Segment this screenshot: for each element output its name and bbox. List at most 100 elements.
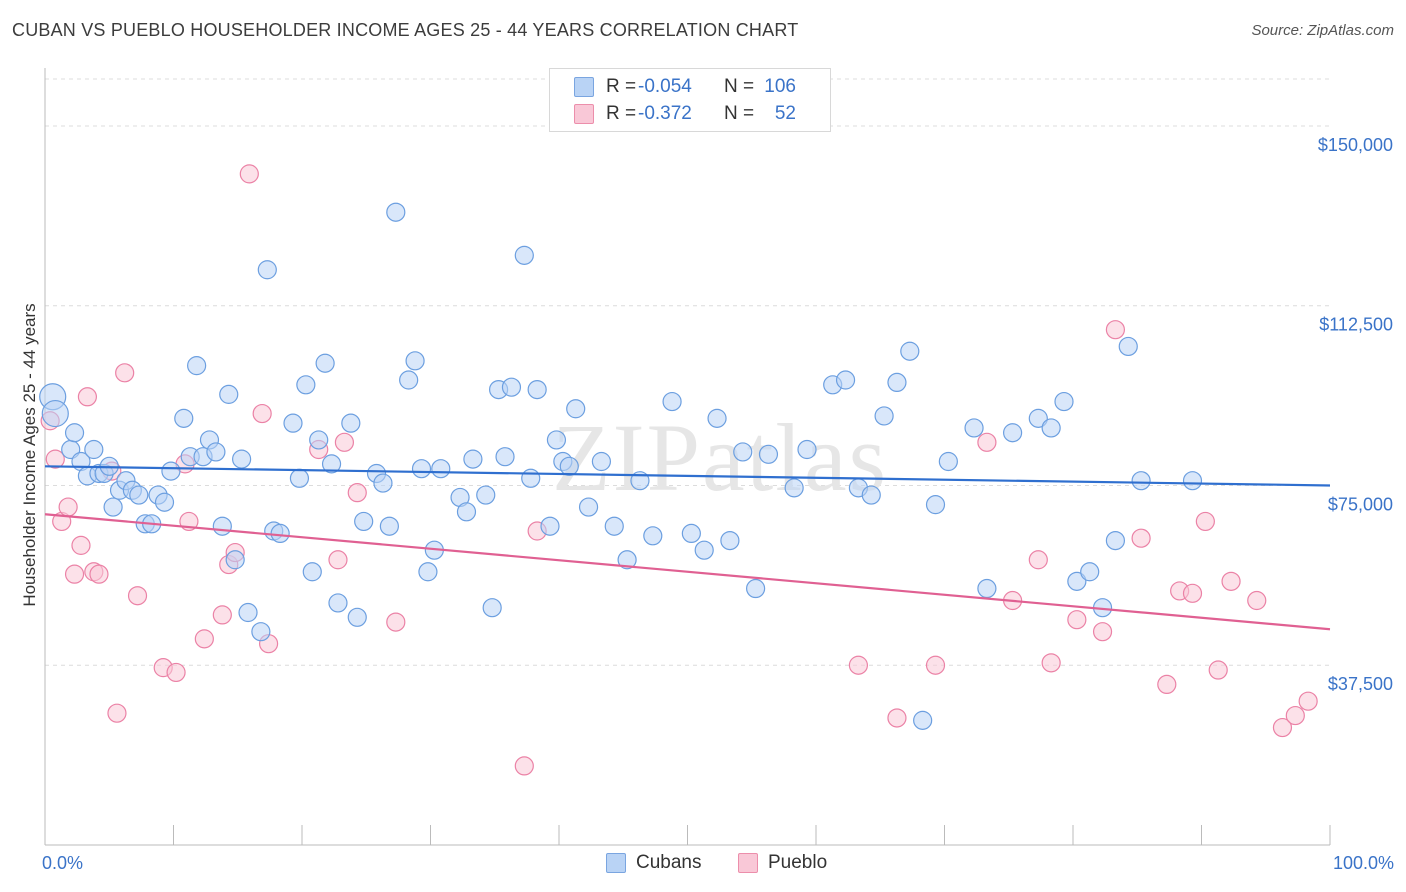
pueblo-point	[1041, 653, 1061, 673]
cubans-point	[681, 523, 701, 544]
cubans-point	[1041, 418, 1061, 438]
cubans-point	[456, 502, 477, 522]
cubans-point	[495, 447, 515, 467]
cubans-point	[476, 485, 496, 505]
pueblo-swatch	[738, 853, 758, 873]
r-value: -0.054	[638, 76, 692, 97]
cubans-point	[938, 451, 958, 472]
pueblo-point	[887, 708, 907, 728]
cubans-point	[559, 456, 579, 476]
cubans-point	[399, 370, 419, 390]
legend-item-pueblo[interactable]: Pueblo	[738, 852, 827, 874]
cubans-point	[887, 372, 907, 393]
cubans-point	[578, 497, 599, 517]
axes	[44, 68, 1331, 846]
cubans-point	[874, 406, 894, 426]
cubans-point	[302, 562, 322, 582]
cubans-point	[566, 399, 586, 419]
pueblo-point	[1028, 550, 1048, 570]
cubans-point	[758, 444, 779, 464]
pueblo-point	[514, 756, 534, 776]
cubans-point	[662, 391, 682, 412]
cubans-point	[315, 353, 335, 373]
pueblo-point	[977, 432, 997, 452]
cubans-point	[219, 384, 239, 404]
pueblo-point	[239, 164, 259, 184]
pueblo-swatch	[574, 104, 594, 124]
cubans-point	[103, 497, 123, 517]
legend-item-cubans[interactable]: Cubans	[606, 852, 702, 874]
y-tick-labels: $37,500 $75,000 $112,500 $150,000	[1318, 135, 1393, 694]
cubans-point	[1080, 562, 1100, 582]
cubans-point	[546, 430, 567, 450]
cubans-points	[39, 202, 1203, 730]
pueblo-point	[347, 483, 367, 503]
pueblo-point	[107, 703, 127, 723]
pueblo-point	[386, 612, 406, 632]
cubans-point	[746, 578, 766, 599]
cubans-point	[212, 516, 232, 536]
r-label: R =	[606, 103, 637, 124]
cubans-point	[784, 478, 804, 498]
cubans-point	[283, 413, 303, 433]
cubans-point	[913, 710, 933, 730]
n-value: 52	[774, 103, 796, 124]
cubans-point	[225, 550, 245, 570]
cubans-swatch	[606, 853, 626, 873]
cubans-point	[521, 468, 541, 488]
pueblo-point	[71, 535, 91, 555]
cubans-point	[84, 439, 104, 460]
pueblo-point	[1285, 705, 1305, 726]
cubans-point	[373, 473, 393, 493]
cubans-point	[321, 454, 342, 474]
cubans-point	[707, 408, 727, 428]
pueblo-trend-line	[44, 513, 1331, 631]
legend-row-pueblo: R = -0.372 N = 52	[574, 101, 796, 127]
y-tick-label: $150,000	[1318, 135, 1393, 155]
pueblo-point	[166, 662, 186, 683]
cubans-trend-line	[44, 465, 1331, 487]
cubans-swatch	[574, 77, 594, 97]
legend-row-cubans: R = -0.054 N = 106	[574, 74, 796, 100]
pueblo-point	[1221, 571, 1241, 591]
cubans-point	[238, 602, 258, 623]
pueblo-point	[328, 550, 348, 570]
pueblo-point	[1131, 528, 1151, 548]
x-min-label: 0.0%	[42, 853, 84, 873]
cubans-point	[206, 442, 226, 462]
pueblo-point	[925, 655, 946, 675]
source-label: Source: ZipAtlas.com	[1251, 22, 1394, 39]
cubans-point	[501, 377, 522, 397]
n-label: N =	[724, 103, 755, 124]
pueblo-point	[1195, 511, 1215, 532]
cubans-point	[257, 260, 277, 280]
cubans-point	[694, 540, 714, 560]
cubans-point	[1182, 471, 1203, 491]
cubans-point	[341, 413, 361, 433]
pueblo-point	[1092, 622, 1113, 642]
legend-label-cubans: Cubans	[636, 852, 702, 873]
cubans-point	[161, 461, 181, 481]
cubans-point	[591, 451, 612, 472]
cubans-point	[270, 523, 290, 544]
pueblo-point	[1157, 674, 1177, 695]
cubans-point	[463, 449, 483, 469]
pueblo-point	[64, 564, 85, 584]
cubans-point	[797, 439, 817, 460]
cubans-point	[835, 370, 856, 390]
pueblo-point	[1272, 717, 1293, 738]
cubans-point	[1028, 408, 1048, 428]
cubans-point	[1118, 336, 1138, 357]
pueblo-point	[1298, 691, 1318, 711]
cubans-point	[405, 351, 425, 371]
pueblo-point	[1182, 583, 1203, 603]
cubans-point	[328, 593, 348, 613]
cubans-point	[1131, 471, 1151, 491]
cubans-point	[964, 418, 984, 438]
pueblo-point	[1208, 660, 1228, 680]
cubans-point	[527, 379, 547, 400]
pueblo-point	[334, 432, 355, 452]
cubans-point	[386, 202, 406, 222]
cubans-point	[354, 511, 374, 532]
r-value: -0.372	[638, 103, 692, 124]
